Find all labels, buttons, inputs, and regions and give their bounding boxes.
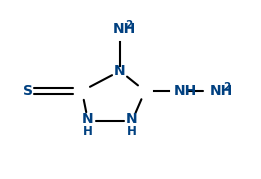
Text: N: N: [114, 64, 126, 78]
Text: NH: NH: [113, 22, 136, 36]
Text: 2: 2: [223, 83, 231, 93]
Text: S: S: [23, 84, 33, 98]
Text: NH: NH: [174, 84, 197, 98]
Text: H: H: [127, 125, 137, 138]
Text: 2: 2: [126, 21, 133, 30]
Text: NH: NH: [210, 84, 233, 98]
Text: N: N: [126, 112, 138, 126]
Text: N: N: [82, 112, 94, 126]
Text: H: H: [83, 125, 93, 138]
